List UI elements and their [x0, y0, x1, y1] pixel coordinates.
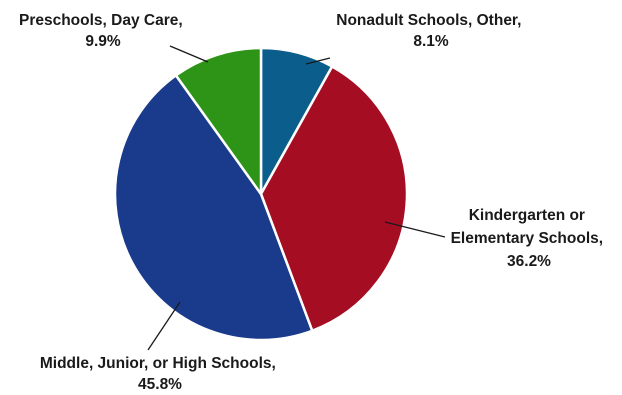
label-nonadult-value: 8.1%	[413, 33, 449, 50]
label-nonadult: Nonadult Schools, Other, 8.1%	[336, 12, 525, 50]
label-preschool-line1: Preschools, Day Care,	[19, 12, 183, 29]
label-middle: Middle, Junior, or High Schools, 45.8%	[40, 355, 280, 393]
label-kindergarten-value: 36.2%	[507, 253, 551, 270]
label-kindergarten-line2: Elementary Schools,	[451, 230, 603, 247]
label-preschool: Preschools, Day Care, 9.9%	[19, 12, 187, 50]
label-middle-line1: Middle, Junior, or High Schools,	[40, 355, 276, 372]
label-preschool-value: 9.9%	[85, 33, 121, 50]
pie-slice-preschool	[174, 46, 263, 196]
leader-line-middle	[147, 301, 181, 351]
label-nonadult-line1: Nonadult Schools, Other,	[336, 12, 521, 29]
pie-slice-middle	[113, 74, 314, 342]
leader-line-nonadult	[305, 57, 331, 65]
label-kindergarten: Kindergarten or Elementary Schools, 36.2…	[451, 207, 608, 270]
leader-line-preschool	[169, 45, 209, 63]
pie-slices	[113, 46, 409, 342]
label-middle-value: 45.8%	[138, 376, 182, 393]
pie-slice-kindergarten	[259, 65, 409, 332]
leader-line-kindergarten	[384, 221, 446, 238]
label-kindergarten-line1: Kindergarten or	[469, 207, 585, 224]
